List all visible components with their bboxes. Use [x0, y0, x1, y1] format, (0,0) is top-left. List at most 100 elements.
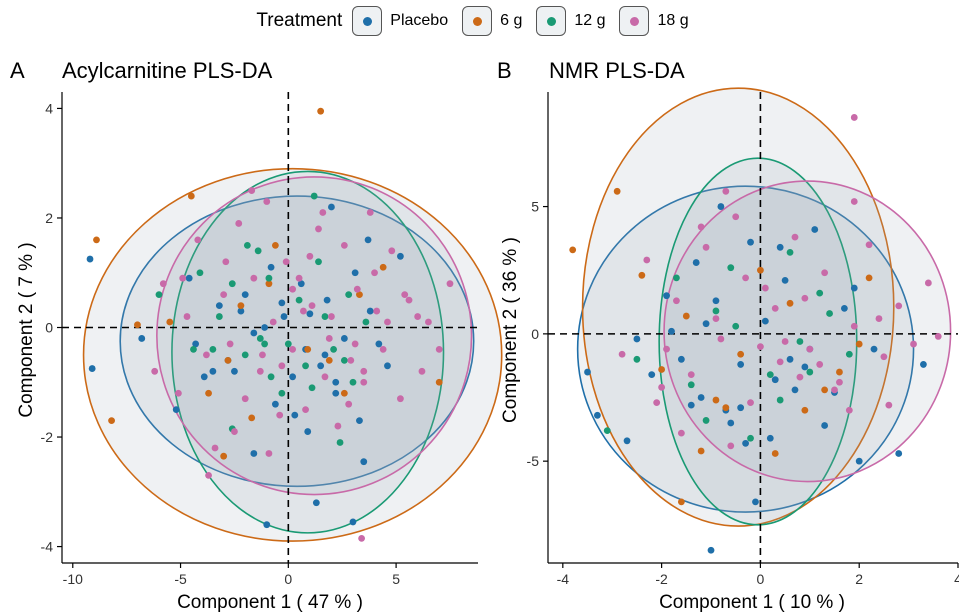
panel-b-point-6-g-1 [613, 187, 621, 195]
panel-b-point-placebo-26 [742, 439, 749, 447]
panel-a-point-18-g-51 [259, 351, 266, 359]
panel-a-point-18-g-6 [211, 444, 219, 452]
legend-title: Treatment [256, 10, 343, 31]
panel-a-point-18-g-42 [265, 450, 273, 457]
panel-a-point-18-g-33 [397, 395, 404, 403]
panel-b-letter: B [497, 58, 512, 83]
panel-b-point-18-g-41 [796, 373, 804, 381]
panel-a-point-12-g-9 [308, 384, 316, 392]
panel-a-point-18-g-31 [379, 346, 387, 353]
panel-a-point-6-g-14 [379, 263, 387, 271]
panel-b-point-6-g-5 [722, 404, 730, 412]
panel-a-point-placebo-33 [366, 307, 374, 315]
panel-a-point-6-g-8 [224, 356, 232, 364]
panel-a-point-18-g-0 [151, 367, 159, 375]
panel-a-point-placebo-17 [332, 389, 340, 397]
panel-a-title: Acylcarnitine PLS-DA [62, 58, 273, 83]
panel-a-point-18-g-55 [371, 269, 378, 277]
panel-b-point-placebo-38 [702, 320, 710, 328]
panel-b-point-placebo-15 [840, 305, 848, 312]
panel-b-point-18-g-30 [697, 223, 705, 231]
panel-a-point-18-g-25 [340, 241, 348, 249]
panel-a-point-18-g-56 [401, 291, 409, 299]
panel-b-point-12-g-10 [845, 350, 853, 358]
panel-b-point-placebo-27 [781, 277, 789, 284]
panel-b-y-tick-label--5: -5 [527, 453, 540, 469]
panel-a-point-18-g-23 [328, 313, 335, 320]
panel-b-point-placebo-0 [584, 368, 591, 376]
panel-b-point-6-g-13 [821, 386, 829, 394]
panel-a-point-placebo-40 [209, 367, 217, 375]
panel-a-point-placebo-21 [364, 236, 372, 244]
panel-a-point-18-g-30 [373, 307, 381, 315]
panel-a-letter: A [10, 58, 25, 83]
panel-a-point-18-g-10 [241, 395, 249, 403]
panel-b-point-6-g-0 [569, 246, 577, 254]
panel-a-point-placebo-41 [237, 307, 245, 315]
legend-label-12g: 12 g [574, 12, 606, 29]
legend-key-12g [536, 6, 567, 36]
panel-b-point-placebo-1 [593, 411, 601, 419]
panel-b-point-12-g-0 [603, 427, 611, 435]
panel-b-point-placebo-10 [761, 317, 769, 325]
panel-a-point-12-g-7 [278, 389, 286, 397]
panel-b-point-18-g-1 [643, 256, 651, 264]
panel-b-point-18-g-25 [781, 338, 789, 345]
panel-a-x-tick-label-0: 0 [284, 571, 292, 587]
panel-b: B NMR PLS-DA Component 1 ( 10 % ) Compon… [497, 58, 959, 613]
panel-a-point-12-g-4 [243, 241, 251, 249]
panel-a-y-tick-label-2: 2 [45, 210, 53, 226]
panel-b-point-18-g-29 [653, 399, 661, 407]
panel-b-point-18-g-27 [850, 198, 858, 205]
legend-key-18g [619, 6, 650, 36]
panel-b-point-18-g-13 [821, 269, 829, 277]
panel-a-point-placebo-39 [375, 340, 383, 348]
panel-a-point-6-g-18 [166, 318, 174, 326]
panel-a-point-18-g-46 [345, 400, 353, 408]
panel-a-point-12-g-0 [155, 291, 163, 299]
panel-a-point-6-g-7 [435, 378, 443, 386]
panel-a-point-18-g-43 [289, 285, 297, 293]
panel-a-point-12-g-10 [321, 313, 329, 320]
panel-a: A Acylcarnitine PLS-DA Component 1 ( 47 … [10, 58, 503, 613]
panel-b-point-18-g-39 [663, 345, 670, 353]
panel-a-point-placebo-13 [291, 411, 299, 419]
panel-b-point-18-g-4 [687, 371, 695, 378]
panel-b-point-6-g-3 [677, 498, 685, 506]
panel-a-point-6-g-12 [265, 280, 273, 288]
panel-a-point-placebo-15 [312, 499, 320, 507]
panel-b-series-placebo [584, 203, 927, 554]
panel-a-point-placebo-32 [306, 310, 314, 318]
panel-a-point-placebo-25 [317, 362, 325, 370]
panel-b-series-18-g [618, 114, 942, 450]
panel-a-point-placebo-36 [289, 373, 297, 381]
panel-b-point-18-g-2 [658, 383, 666, 391]
panel-b-point-12-g-15 [712, 307, 720, 315]
panel-b-point-placebo-19 [648, 371, 656, 378]
panel-b-x-tick-label-2: 2 [855, 571, 863, 587]
panel-a-point-placebo-43 [356, 417, 363, 425]
panel-b-point-placebo-32 [633, 335, 641, 343]
panel-a-point-18-g-44 [306, 252, 314, 260]
panel-b-point-placebo-5 [697, 394, 705, 401]
panel-a-point-18-g-58 [358, 534, 366, 542]
panel-b-ellipse-placebo [576, 185, 915, 513]
panel-a-point-6-g-17 [325, 356, 333, 364]
legend-key-placebo [352, 6, 383, 36]
panel-b-point-placebo-29 [668, 327, 675, 335]
panel-a-point-placebo-3 [172, 406, 180, 414]
panel-b-point-6-g-16 [855, 340, 863, 348]
panel-a-point-18-g-57 [418, 367, 426, 375]
panel-a-xlabel: Component 1 ( 47 % ) [177, 592, 363, 613]
panel-b-point-placebo-11 [776, 243, 784, 251]
panel-a-point-18-g-19 [302, 406, 309, 414]
panel-b-point-6-g-2 [638, 271, 646, 279]
panel-a-point-12-g-15 [209, 346, 217, 353]
panel-a-ylabel: Component 2 ( 7 % ) [16, 242, 37, 417]
panel-b-point-12-g-3 [702, 417, 710, 424]
panel-a-point-placebo-2 [138, 335, 146, 342]
panel-a-point-6-g-0 [93, 236, 100, 244]
panel-a-point-12-g-22 [362, 318, 370, 326]
panel-b-ellipse-18-g [663, 180, 952, 483]
panel-a-point-12-g-1 [196, 269, 204, 277]
